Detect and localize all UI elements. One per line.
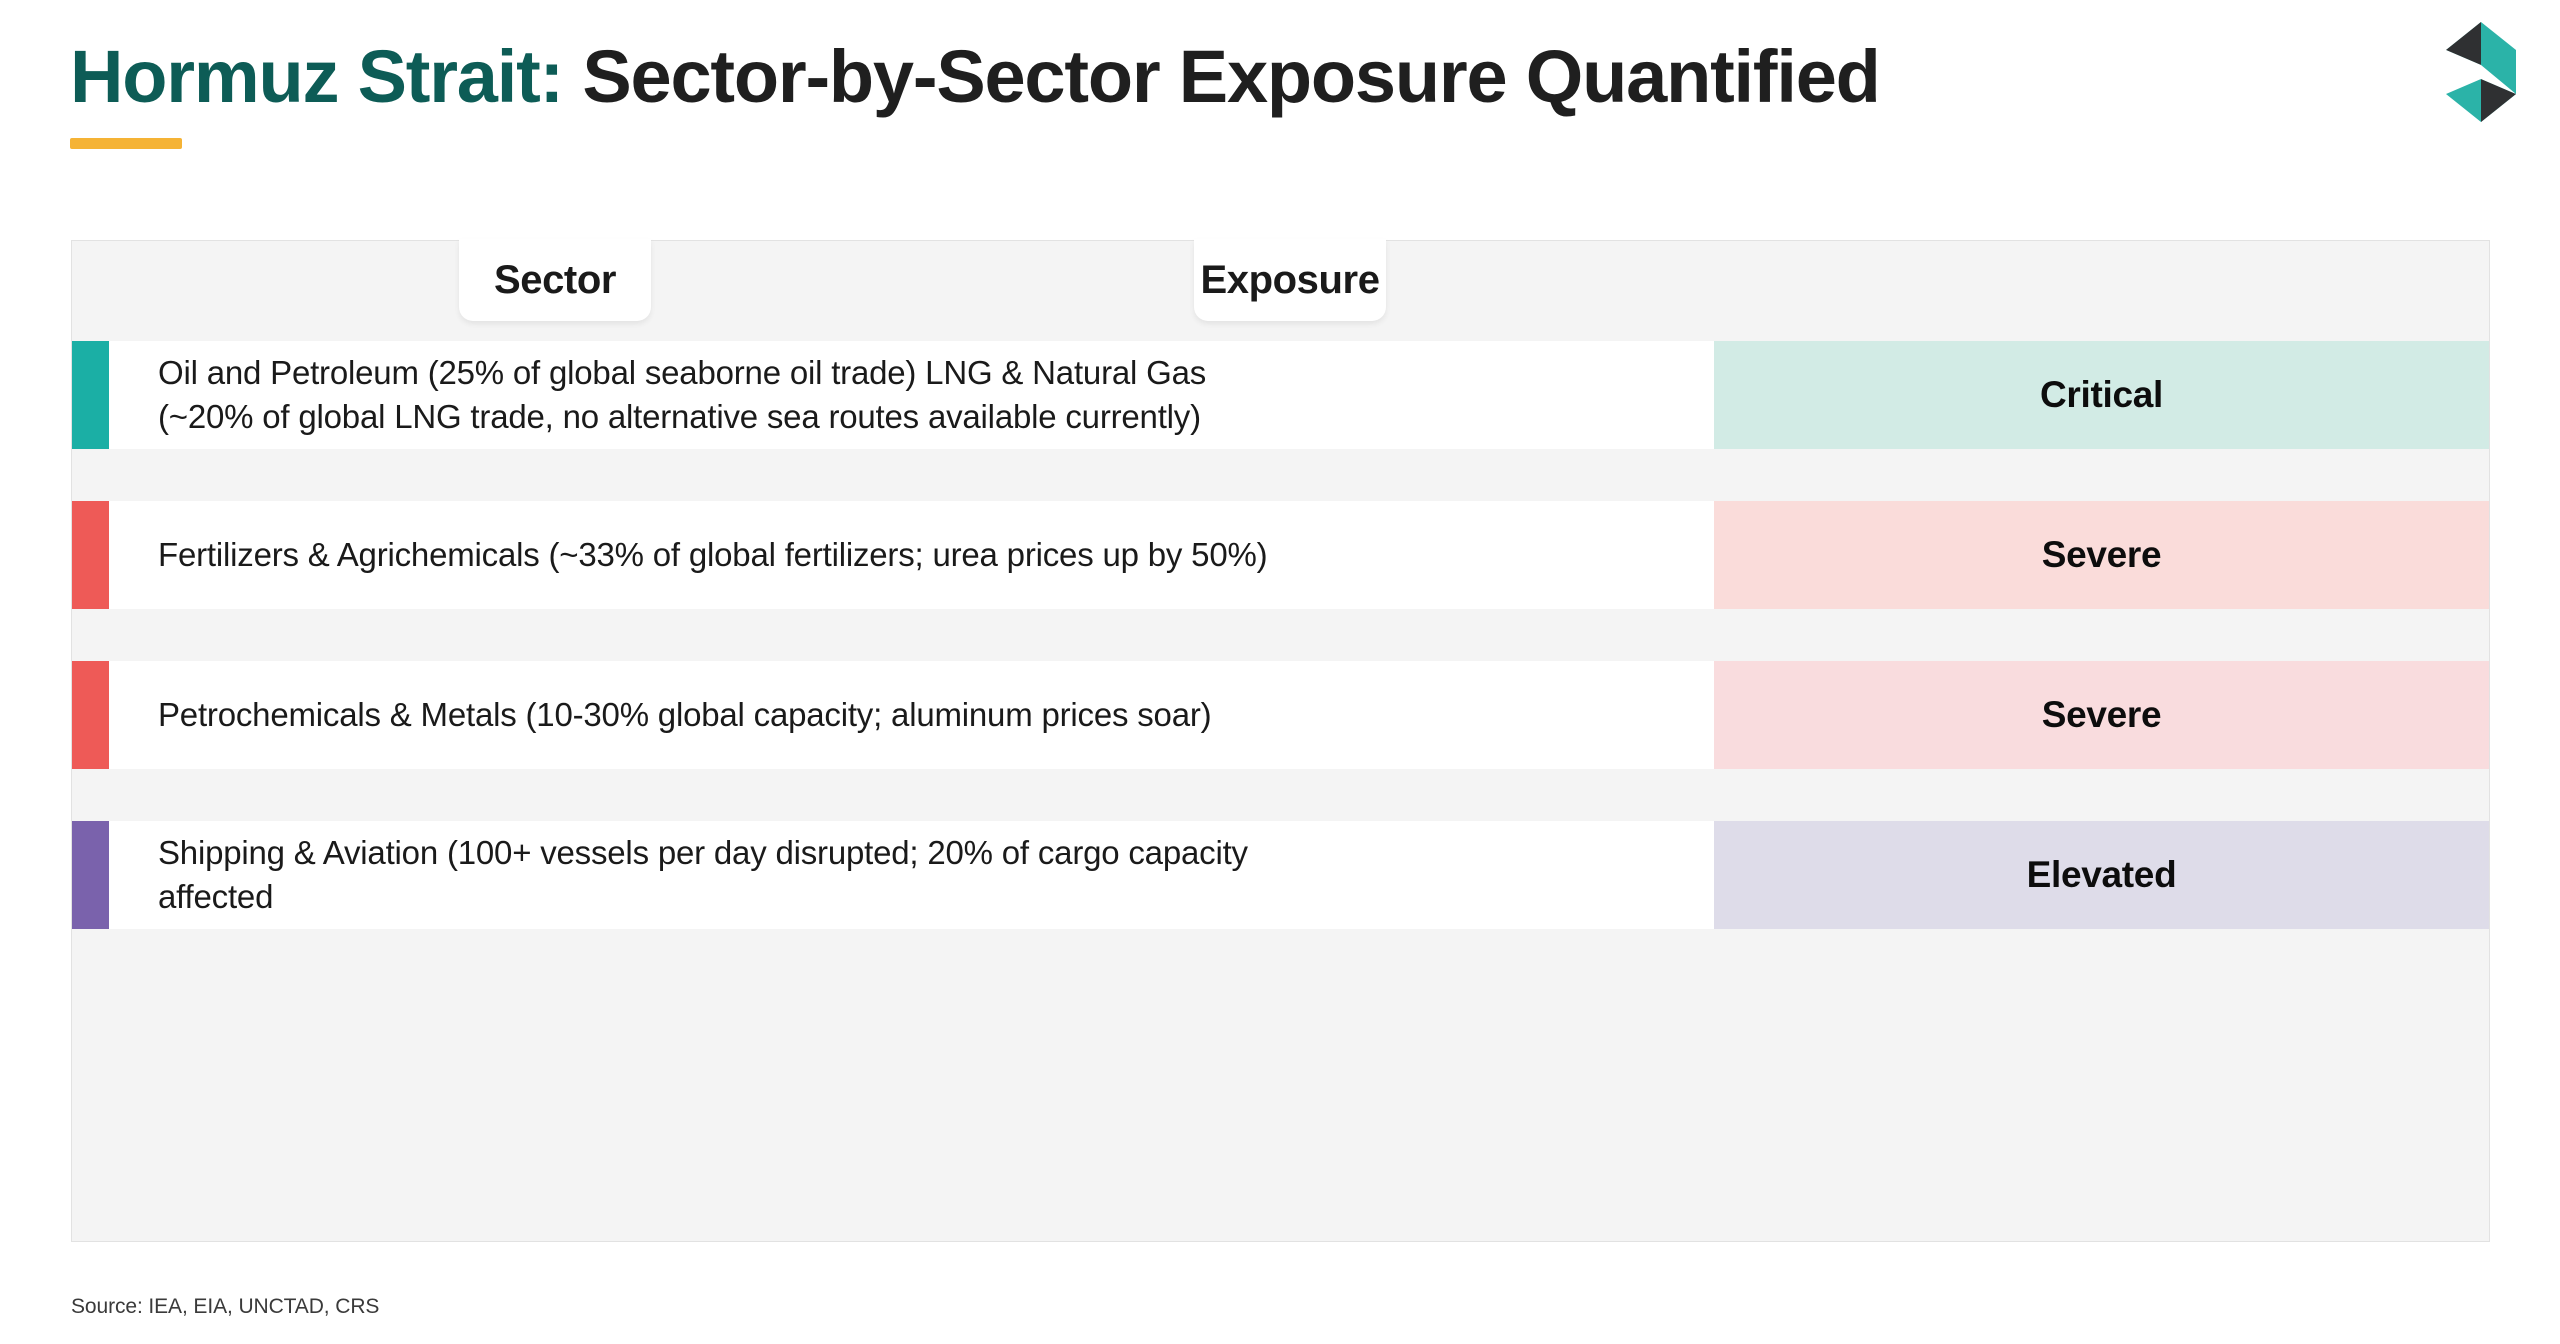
sector-cell: Petrochemicals & Metals (10-30% global c… [109,661,1714,769]
exposure-cell: Severe [1714,501,2489,609]
table-row[interactable]: Oil and Petroleum (25% of global seaborn… [72,341,2489,449]
title-accent-bar [70,137,182,149]
column-header-sector[interactable]: Sector [459,239,651,321]
row-accent-bar [72,821,109,929]
row-accent-bar [72,341,109,449]
hexagon-diamond-logo-icon [2444,20,2518,124]
title-block: Hormuz Strait: Sector-by-Sector Exposure… [70,38,2370,149]
exposure-cell: Elevated [1714,821,2489,929]
sector-cell-text: Oil and Petroleum (25% of global seaborn… [158,354,1207,435]
exposure-cell: Critical [1714,341,2489,449]
exposure-badge: Severe [2041,534,2162,575]
sector-cell: Shipping & Aviation (100+ vessels per da… [109,821,1714,929]
column-header-exposure-label: Exposure [1200,257,1380,302]
exposure-badge: Elevated [2026,854,2177,895]
row-accent-bar [72,661,109,769]
column-header-exposure[interactable]: Exposure [1194,239,1386,321]
table-header-row: Sector Exposure [72,239,2489,341]
exposure-table: Sector Exposure Oil and Petroleum (25% o… [71,239,2490,1242]
page-title-highlight: Hormuz Strait: [70,35,564,118]
sector-cell: Fertilizers & Agrichemicals (~33% of glo… [109,501,1714,609]
exposure-badge: Critical [2039,374,2164,415]
table-row[interactable]: Shipping & Aviation (100+ vessels per da… [72,821,2489,929]
sector-cell-text: Petrochemicals & Metals (10-30% global c… [158,696,1212,734]
sector-cell-text: Shipping & Aviation (100+ vessels per da… [158,834,1248,915]
page-title-rest: Sector-by-Sector Exposure Quantified [563,35,1880,118]
table-row[interactable]: Fertilizers & Agrichemicals (~33% of glo… [72,501,2489,609]
page-title: Hormuz Strait: Sector-by-Sector Exposure… [70,38,2370,116]
source-note: Source: IEA, EIA, UNCTAD, CRS [71,1295,380,1318]
column-header-sector-label: Sector [493,257,617,302]
exposure-cell: Severe [1714,661,2489,769]
table-row[interactable]: Petrochemicals & Metals (10-30% global c… [72,661,2489,769]
exposure-badge: Severe [2041,694,2162,735]
sector-cell: Oil and Petroleum (25% of global seaborn… [109,341,1714,449]
row-accent-bar [72,501,109,609]
sector-cell-text: Fertilizers & Agrichemicals (~33% of glo… [158,536,1268,574]
